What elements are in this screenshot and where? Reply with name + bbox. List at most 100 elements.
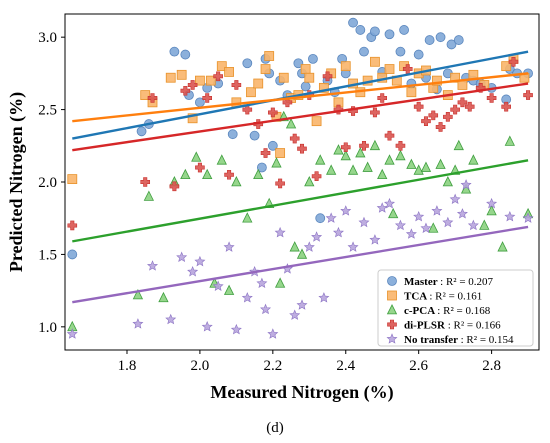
data-point — [256, 277, 268, 289]
data-point — [413, 210, 425, 222]
data-point — [143, 190, 155, 201]
data-point — [242, 104, 253, 115]
data-point — [453, 139, 464, 151]
data-point — [326, 164, 337, 175]
series-di-plsr — [67, 56, 533, 231]
data-point — [224, 169, 234, 180]
x-tick-label: 2.8 — [482, 358, 501, 374]
data-point — [435, 158, 446, 169]
data-point — [275, 178, 285, 189]
data-point — [67, 174, 78, 185]
data-point — [216, 61, 227, 72]
fit-lines — [72, 50, 529, 304]
data-point — [457, 97, 468, 108]
fit-line — [72, 225, 529, 304]
data-point — [340, 61, 351, 72]
data-point — [399, 25, 409, 35]
x-axis-title: Measured Nitrogen (%) — [210, 382, 393, 403]
data-point — [384, 64, 395, 74]
data-point — [202, 168, 213, 180]
data-point — [395, 149, 406, 161]
data-point — [377, 93, 388, 103]
data-point — [289, 309, 301, 320]
data-point — [176, 251, 188, 262]
data-point — [212, 280, 224, 291]
legend-label: Master : R² = 0.207 — [404, 276, 494, 288]
data-point — [260, 148, 271, 158]
data-point — [267, 140, 278, 151]
data-point — [468, 154, 479, 165]
data-point — [315, 154, 326, 165]
data-point — [359, 46, 369, 57]
data-point — [158, 291, 169, 303]
data-point — [359, 140, 369, 151]
data-point — [420, 222, 432, 234]
legend-marker — [387, 276, 397, 286]
data-point — [318, 82, 329, 93]
data-point — [376, 202, 388, 213]
data-point — [384, 29, 395, 40]
data-point — [460, 179, 472, 190]
data-point — [395, 140, 406, 151]
data-point — [501, 101, 511, 112]
data-point — [67, 249, 78, 260]
y-tick-label: 2.5 — [38, 103, 57, 119]
x-tick-label: 2.0 — [191, 358, 210, 374]
series-no-transfer — [66, 179, 534, 339]
x-tick-label: 2.6 — [409, 358, 428, 374]
y-axis-title: Predicted Nitrogen (%) — [6, 92, 27, 272]
data-point — [369, 139, 381, 151]
data-point — [370, 56, 380, 67]
data-point — [304, 72, 315, 83]
data-point — [457, 80, 468, 90]
data-point — [442, 216, 454, 228]
data-point — [180, 168, 191, 180]
data-point — [195, 75, 205, 86]
series-master — [67, 17, 533, 260]
x-tick-label: 2.4 — [336, 358, 355, 374]
data-point — [413, 49, 424, 60]
data-point — [180, 49, 191, 60]
data-point — [256, 162, 267, 173]
data-point — [180, 85, 191, 96]
data-point — [340, 149, 351, 161]
data-point — [231, 176, 242, 187]
data-point — [355, 147, 366, 158]
y-tick-label: 1.0 — [38, 320, 57, 336]
data-point — [377, 168, 388, 180]
data-point — [311, 116, 322, 127]
data-point — [195, 162, 205, 173]
data-point — [479, 219, 490, 230]
legend-label: No transfer : R² = 0.154 — [404, 334, 514, 346]
data-point — [296, 299, 308, 310]
data-point — [424, 35, 435, 45]
data-point — [165, 72, 176, 83]
data-point — [420, 161, 432, 172]
data-point — [201, 321, 213, 332]
data-point — [435, 122, 446, 132]
data-point — [140, 90, 151, 101]
data-point — [285, 118, 297, 129]
data-point — [271, 157, 282, 168]
data-point — [140, 177, 151, 187]
data-point — [242, 212, 253, 223]
data-point — [253, 168, 264, 180]
data-point — [275, 148, 286, 158]
data-point — [450, 104, 460, 115]
data-point — [224, 67, 234, 77]
data-point — [456, 208, 468, 219]
data-point — [421, 116, 431, 126]
data-point — [191, 151, 202, 162]
data-point — [216, 154, 227, 165]
data-point — [446, 39, 457, 50]
legend: Master : R² = 0.207 TCA : R² = 0.161 c-PCA… — [377, 269, 534, 347]
data-point — [231, 80, 242, 90]
legend-box — [377, 269, 534, 347]
legend-label: TCA : R² = 0.161 — [404, 291, 482, 303]
data-point — [267, 328, 279, 339]
data-point — [486, 197, 498, 209]
data-point — [333, 144, 344, 155]
y-axis: 1.0 1.5 2.0 2.5 3.0 — [38, 30, 65, 336]
data-point — [260, 303, 272, 315]
